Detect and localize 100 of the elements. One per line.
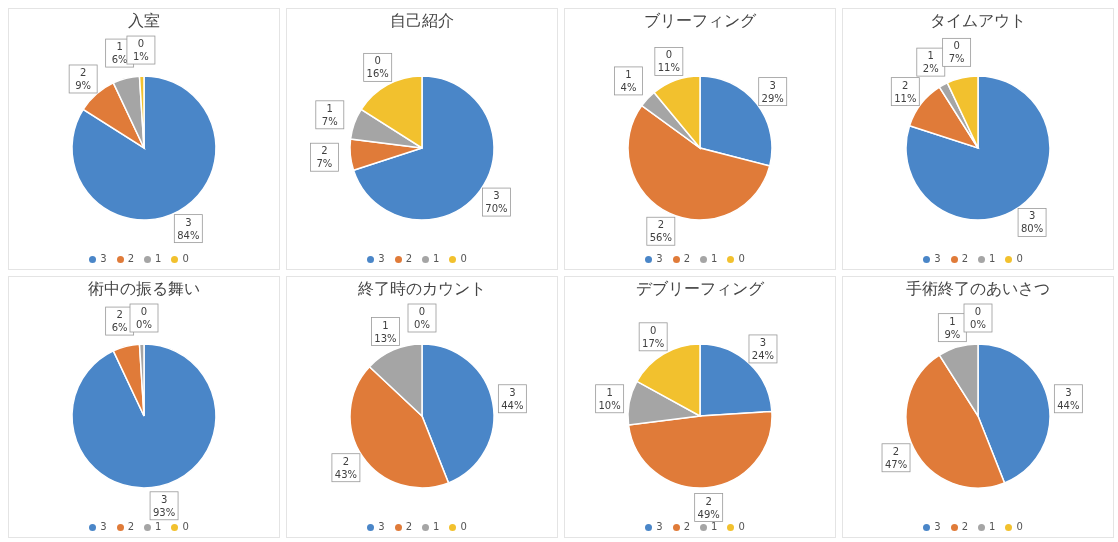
legend-label: 1 bbox=[433, 521, 440, 532]
data-label: 44% bbox=[501, 399, 524, 411]
legend-label: 1 bbox=[711, 253, 718, 264]
slice-label: 3 bbox=[759, 336, 767, 348]
legend-label: 2 bbox=[961, 253, 968, 264]
legend-label: 1 bbox=[155, 253, 162, 264]
slice-label: 3 bbox=[160, 493, 168, 505]
legend-label: 3 bbox=[934, 521, 941, 532]
chart-title: ブリーフィング bbox=[643, 10, 757, 32]
slice-label: 1 bbox=[326, 102, 333, 114]
chart-title: デブリーフィング bbox=[635, 278, 765, 300]
slice-label: 3 bbox=[509, 386, 516, 398]
slice-label: 2 bbox=[79, 66, 87, 78]
slice-label: 0 bbox=[374, 55, 381, 67]
slice-label: 2 bbox=[902, 79, 909, 91]
legend-label: 0 bbox=[1016, 521, 1023, 532]
data-label: 24% bbox=[751, 349, 775, 361]
slice-label: 1 bbox=[927, 50, 934, 62]
slice-label: 3 bbox=[1028, 210, 1036, 222]
slice-label: 3 bbox=[185, 216, 192, 228]
text: 0% bbox=[136, 319, 152, 330]
legend-label: 1 bbox=[989, 253, 996, 264]
chart-title: 術中の振る舞い bbox=[87, 278, 201, 300]
chart-title: 入室 bbox=[127, 10, 161, 32]
data-label: 7% bbox=[321, 115, 338, 127]
chart-title: 手術終了のあいさつ bbox=[905, 278, 1051, 300]
text: 0% bbox=[414, 319, 430, 330]
legend-label: 2 bbox=[683, 253, 690, 264]
legend-label: 3 bbox=[378, 521, 385, 532]
legend-label: 3 bbox=[100, 253, 107, 264]
category-label: 0 bbox=[140, 306, 148, 317]
chart-title: 自己紹介 bbox=[389, 10, 455, 32]
data-label: 47% bbox=[884, 458, 908, 470]
legend-label: 1 bbox=[989, 521, 996, 532]
data-label: 13% bbox=[374, 332, 397, 344]
legend-label: 2 bbox=[405, 253, 412, 264]
legend-label: 3 bbox=[934, 253, 941, 264]
data-label: 2% bbox=[922, 63, 939, 75]
slice-label: 3 bbox=[1065, 386, 1072, 398]
data-label: 44% bbox=[1057, 399, 1080, 411]
data-label: 43% bbox=[334, 468, 358, 480]
data-label: 16% bbox=[366, 68, 389, 80]
data-label: 9% bbox=[75, 79, 92, 91]
legend-label: 2 bbox=[405, 521, 412, 532]
legend-label: 0 bbox=[738, 253, 745, 264]
legend-label: 0 bbox=[182, 521, 189, 532]
slice-label: 1 bbox=[606, 386, 613, 398]
data-label: 1% bbox=[132, 51, 149, 63]
slice-label: 2 bbox=[892, 445, 900, 457]
legend-label: 0 bbox=[738, 521, 745, 532]
legend-label: 1 bbox=[433, 253, 440, 264]
legend-label: 3 bbox=[378, 253, 385, 264]
data-label: 7% bbox=[948, 53, 965, 65]
legend-label: 0 bbox=[460, 521, 467, 532]
slice-label: 0 bbox=[649, 324, 657, 336]
data-label: 11% bbox=[894, 92, 917, 104]
data-label: 29% bbox=[761, 92, 784, 104]
slice-label: 2 bbox=[321, 145, 328, 157]
slice-label: 2 bbox=[342, 455, 350, 467]
legend-label: 1 bbox=[155, 521, 162, 532]
data-label: 6% bbox=[111, 54, 128, 66]
data-label: 70% bbox=[485, 203, 508, 215]
slice-label: 0 bbox=[953, 40, 960, 52]
slice-label: 0 bbox=[137, 38, 145, 50]
slice-label: 2 bbox=[705, 495, 712, 507]
pie-slice bbox=[71, 343, 217, 489]
slice-label: 3 bbox=[493, 190, 500, 202]
data-label: 49% bbox=[697, 508, 720, 520]
category-label: 0 bbox=[974, 306, 982, 317]
data-label: 4% bbox=[620, 81, 637, 93]
slice-label: 2 bbox=[657, 219, 665, 231]
chart-title: 終了時のカウント bbox=[357, 278, 487, 300]
data-label: 80% bbox=[1020, 223, 1044, 235]
data-label: 17% bbox=[642, 337, 665, 349]
legend-label: 3 bbox=[656, 253, 663, 264]
legend-label: 0 bbox=[182, 253, 189, 264]
data-label: 11% bbox=[657, 62, 680, 74]
legend-label: 2 bbox=[127, 521, 134, 532]
legend-label: 2 bbox=[961, 521, 968, 532]
slice-label: 1 bbox=[116, 41, 123, 53]
data-label: 10% bbox=[598, 399, 621, 411]
data-label: 56% bbox=[649, 232, 672, 244]
data-label: 6% bbox=[111, 322, 128, 334]
legend-label: 0 bbox=[460, 253, 467, 264]
data-label: 84% bbox=[177, 229, 200, 241]
chart-title: タイムアウト bbox=[929, 10, 1027, 32]
slice-label: 1 bbox=[949, 315, 956, 327]
legend-label: 3 bbox=[656, 521, 663, 532]
text: 0% bbox=[970, 319, 986, 330]
data-label: 93% bbox=[152, 506, 176, 518]
slice-label: 3 bbox=[769, 79, 776, 91]
category-label: 0 bbox=[418, 306, 426, 317]
legend-label: 0 bbox=[1016, 253, 1023, 264]
legend-label: 1 bbox=[711, 521, 718, 532]
legend-label: 2 bbox=[683, 521, 690, 532]
slice-label: 1 bbox=[382, 319, 389, 331]
legend-label: 3 bbox=[100, 521, 107, 532]
legend-label: 2 bbox=[127, 253, 134, 264]
slice-label: 2 bbox=[116, 309, 123, 321]
slice-label: 0 bbox=[665, 49, 673, 61]
